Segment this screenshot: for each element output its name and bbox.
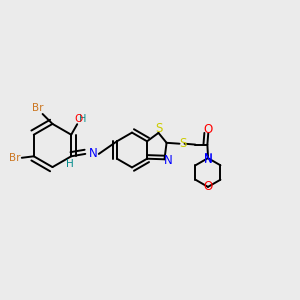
Text: S: S <box>179 137 187 150</box>
Text: H: H <box>66 159 74 169</box>
Text: S: S <box>155 122 163 136</box>
Text: H: H <box>79 114 86 124</box>
Text: N: N <box>164 154 173 167</box>
Text: O: O <box>204 123 213 136</box>
Text: Br: Br <box>9 153 21 163</box>
Text: O: O <box>74 114 82 124</box>
Text: Br: Br <box>32 103 43 113</box>
Text: N: N <box>204 152 212 165</box>
Text: N: N <box>88 147 98 160</box>
Text: N: N <box>204 153 212 167</box>
Text: O: O <box>203 180 213 194</box>
